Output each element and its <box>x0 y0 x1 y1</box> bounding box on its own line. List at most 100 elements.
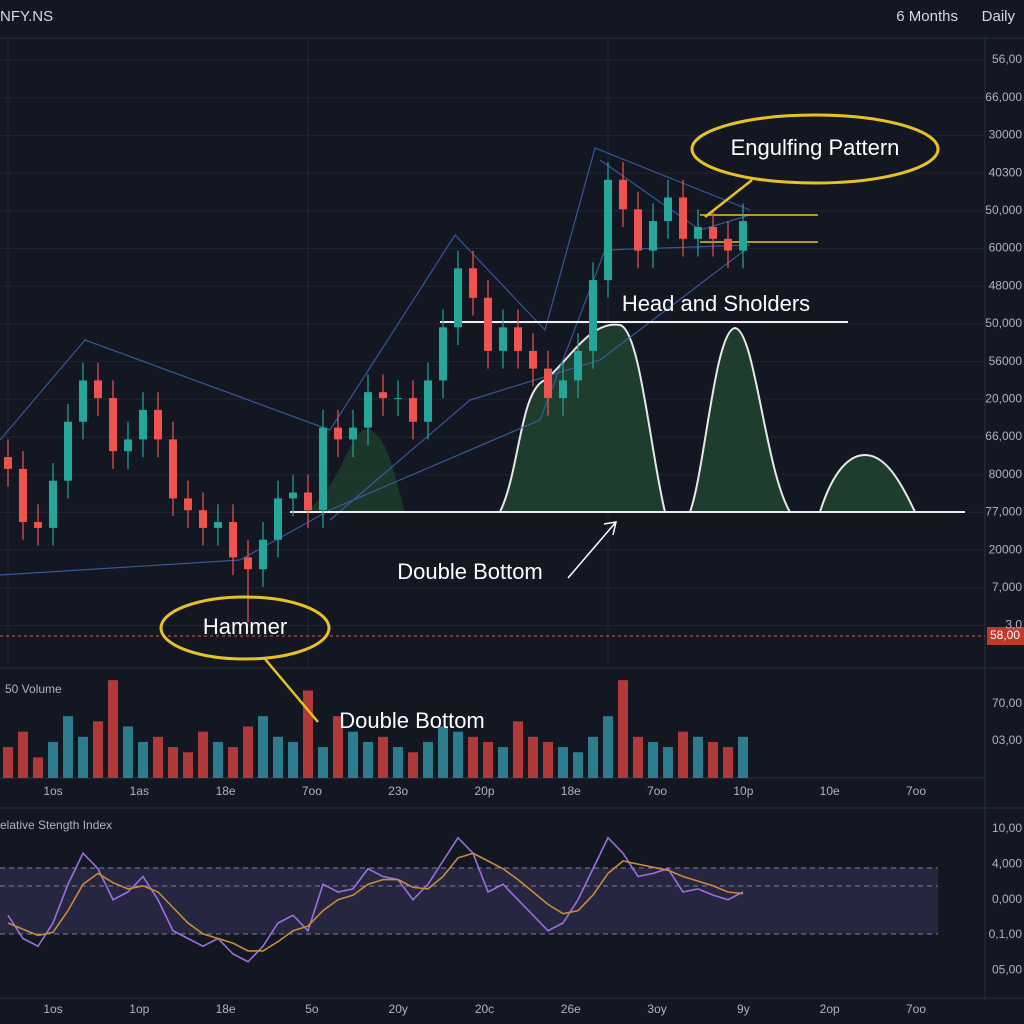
x-axis-label: 20c <box>475 1002 494 1016</box>
volume-bar <box>603 716 613 778</box>
annotation-oval <box>690 113 940 185</box>
volume-bar <box>648 741 658 778</box>
volume-bar <box>168 747 178 778</box>
candle-body <box>484 297 492 351</box>
rsi-band <box>0 868 938 934</box>
rsi-levels <box>0 867 938 935</box>
volume-bar <box>573 752 583 778</box>
y-axis-label: 0,000 <box>992 892 1022 906</box>
y-axis-label: 03,00 <box>992 733 1022 747</box>
y-axis-label: 7,000 <box>992 580 1022 594</box>
candle-body <box>499 327 507 351</box>
candle-body <box>589 280 597 351</box>
annotation-arrow <box>567 521 617 579</box>
volume-bar <box>678 731 688 778</box>
x-axis-label: 9y <box>737 1002 750 1016</box>
y-axis-label: 05,00 <box>992 962 1022 976</box>
volume-bar <box>3 747 13 778</box>
candle-body <box>454 268 462 328</box>
volume-bar <box>78 736 88 778</box>
candle-body <box>334 427 342 440</box>
x-axis-label: 20y <box>389 1002 408 1016</box>
volume-bar <box>723 747 733 778</box>
volume-bar <box>438 726 448 778</box>
volume-bar <box>708 741 718 778</box>
y-axis-label: 4,000 <box>992 856 1022 870</box>
x-axis-label: 2op <box>820 1002 840 1016</box>
volume-bar <box>33 757 43 778</box>
x-axis-label: 1os <box>43 1002 62 1016</box>
current-price-box <box>987 627 1024 645</box>
candle-body <box>304 492 312 511</box>
candle-body <box>229 522 237 558</box>
range-button[interactable]: 6 Months <box>896 8 958 25</box>
x-axis-label: 5o <box>305 1002 319 1016</box>
volume-bar <box>618 680 628 778</box>
volume-bar <box>363 741 373 778</box>
annotation-oval <box>159 595 331 661</box>
y-axis-label: 66,000 <box>985 90 1022 104</box>
volume-bar <box>303 690 313 778</box>
volume-bar <box>663 747 673 778</box>
y-axis-label: 77,000 <box>985 505 1022 519</box>
volume-bar <box>288 741 298 778</box>
head-and-shoulders-shape <box>499 323 916 513</box>
volume-bar <box>693 736 703 778</box>
annotation-pointer <box>264 658 319 723</box>
x-axis-label: 1os <box>43 784 62 798</box>
candle-body <box>274 498 282 540</box>
candle-body <box>139 409 147 440</box>
x-axis-label: 1op <box>129 1002 149 1016</box>
x-axis-label: 20p <box>474 784 494 798</box>
volume-bar <box>333 716 343 778</box>
y-axis-label: 40300 <box>989 165 1023 179</box>
candle-body <box>214 522 222 528</box>
candle-body <box>529 350 537 369</box>
candle-body <box>619 179 627 210</box>
volume-bar <box>558 747 568 778</box>
candle-body <box>34 522 42 528</box>
x-axis-label: 7oo <box>302 784 322 798</box>
volume-bar <box>423 741 433 778</box>
volume-bar <box>213 741 223 778</box>
candle-body <box>199 510 207 528</box>
volume-bar <box>318 747 328 778</box>
candle-body <box>94 380 102 399</box>
annotation-pointer <box>704 179 753 218</box>
volume-bar <box>498 747 508 778</box>
y-axis-label: 60000 <box>989 241 1023 255</box>
volume-bar <box>123 726 133 778</box>
volume-bar <box>153 736 163 778</box>
current-price-label: 58,00 <box>990 628 1020 642</box>
x-axis-label: 3oy <box>647 1002 666 1016</box>
y-axis-label: 56000 <box>989 354 1023 368</box>
volume-bar <box>228 747 238 778</box>
candle-body <box>154 409 162 440</box>
candle-body <box>709 227 717 239</box>
candle-body <box>724 238 732 251</box>
volume-bar <box>468 736 478 778</box>
candle-body <box>184 498 192 511</box>
candle-body <box>679 197 687 239</box>
volume-bar <box>138 741 148 778</box>
volume-bar <box>453 731 463 778</box>
x-axis-label: 23o <box>388 784 408 798</box>
interval-button[interactable]: Daily <box>982 8 1016 25</box>
annotation: Double Bottom <box>397 559 543 584</box>
candle-body <box>394 398 402 400</box>
volume-bar <box>588 736 598 778</box>
candle-body <box>64 421 72 481</box>
volume-bar <box>408 752 418 778</box>
x-axis-label: 18e <box>216 784 236 798</box>
candle-body <box>544 368 552 399</box>
y-axis-label: 50,000 <box>985 203 1022 217</box>
annotation: Head and Sholders <box>622 291 810 316</box>
x-axis-label: 7oo <box>906 784 926 798</box>
volume-bar <box>243 726 253 778</box>
volume-bar <box>183 752 193 778</box>
candle-body <box>109 398 117 452</box>
volume-bar <box>738 736 748 778</box>
volume-bar <box>108 680 118 778</box>
